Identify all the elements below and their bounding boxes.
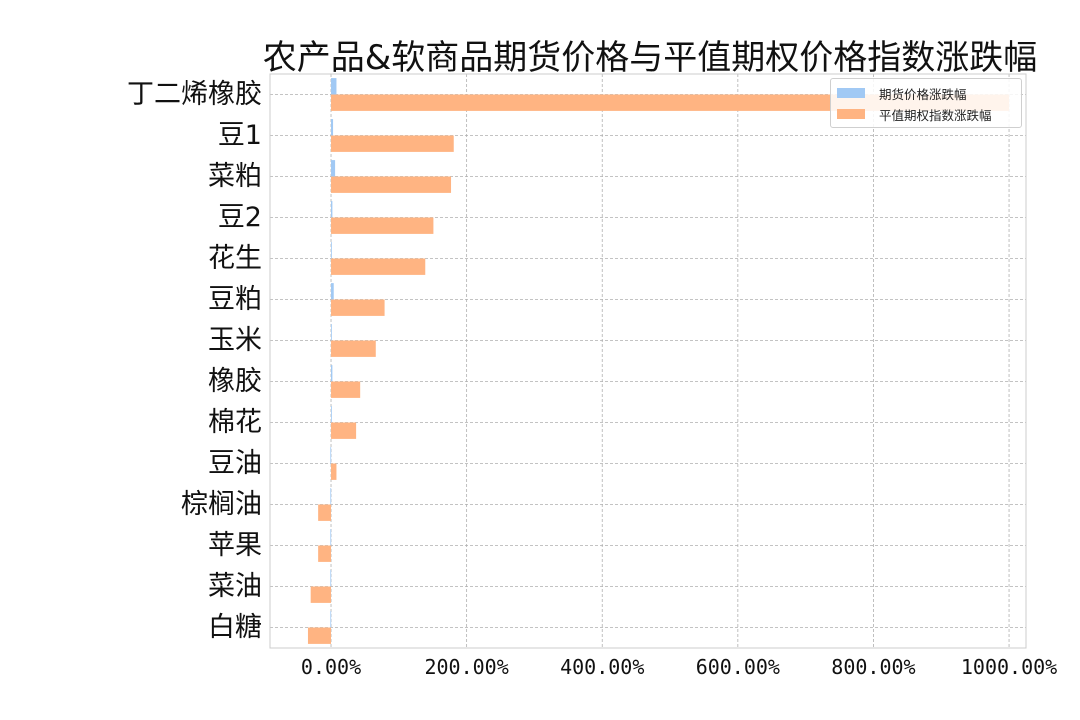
bar-options: [331, 340, 376, 357]
bar-futures: [330, 447, 332, 464]
bar-options: [331, 381, 361, 398]
x-tick-labels: 0.00% 200.00% 400.00% 600.00% 800.00% 1000.00…: [301, 655, 1057, 679]
bar-futures: [331, 365, 333, 382]
y-tick-label: 白糖: [208, 612, 262, 643]
bar-options: [331, 217, 434, 234]
legend-item-futures: 期货价格涨跌幅: [837, 83, 967, 103]
bar-options: [307, 627, 332, 644]
x-tick-label: 400.00%: [560, 655, 644, 679]
y-tick-label: 豆油: [208, 448, 262, 479]
x-tick-label: 600.00%: [696, 655, 780, 679]
y-tick-label: 丁二烯橡胶: [127, 79, 262, 110]
y-tick-label: 棉花: [208, 407, 262, 438]
bar-futures: [331, 406, 332, 423]
bar-options: [331, 299, 385, 316]
y-tick-label: 玉米: [208, 325, 262, 356]
legend: 期货价格涨跌幅 平值期权指数涨跌幅: [830, 78, 1022, 128]
bar-futures: [331, 119, 334, 136]
grid-layer: [270, 74, 1026, 648]
bar-futures: [331, 283, 334, 300]
x-tick-label: 800.00%: [831, 655, 915, 679]
bar-options: [331, 135, 454, 152]
chart-title: 农产品&软商品期货价格与平值期权价格指数涨跌幅: [262, 38, 1038, 78]
y-tick-label: 苹果: [208, 530, 262, 561]
legend-label-options: 平值期权指数涨跌幅: [879, 107, 992, 123]
bar-futures: [331, 324, 332, 341]
bar-futures: [331, 160, 336, 177]
bar-futures: [330, 529, 332, 546]
x-tick-label: 0.00%: [301, 655, 361, 679]
y-tick-label: 豆2: [218, 202, 262, 233]
bar-futures: [331, 78, 337, 95]
bar-options: [331, 176, 452, 193]
legend-swatch-futures: [837, 88, 865, 98]
y-tick-label: 豆粕: [208, 284, 262, 315]
bar-futures: [331, 201, 333, 218]
legend-label-futures: 期货价格涨跌幅: [879, 86, 967, 102]
y-tick-label: 菜油: [208, 571, 262, 602]
bar-options: [318, 545, 332, 562]
y-tick-label: 菜粕: [208, 161, 262, 192]
y-tick-label: 豆1: [218, 120, 262, 151]
legend-item-options: 平值期权指数涨跌幅: [837, 104, 992, 124]
bar-options: [331, 422, 357, 439]
bar-options: [310, 586, 332, 603]
y-tick-label: 橡胶: [208, 366, 262, 397]
plot-frame: [269, 73, 1027, 649]
bar-futures: [331, 242, 332, 259]
x-tick-label: 1000.00%: [961, 655, 1057, 679]
bar-futures: [330, 488, 332, 505]
bar-futures: [330, 611, 332, 628]
bar-options: [331, 258, 426, 275]
x-tick-label: 200.00%: [424, 655, 508, 679]
y-tick-label: 棕榈油: [181, 489, 262, 520]
bar-options: [318, 504, 332, 521]
bar-layer: [307, 78, 1010, 644]
bar-futures: [330, 570, 332, 587]
bar-options: [331, 463, 337, 480]
y-tick-label: 花生: [208, 243, 262, 274]
legend-swatch-options: [837, 109, 865, 119]
